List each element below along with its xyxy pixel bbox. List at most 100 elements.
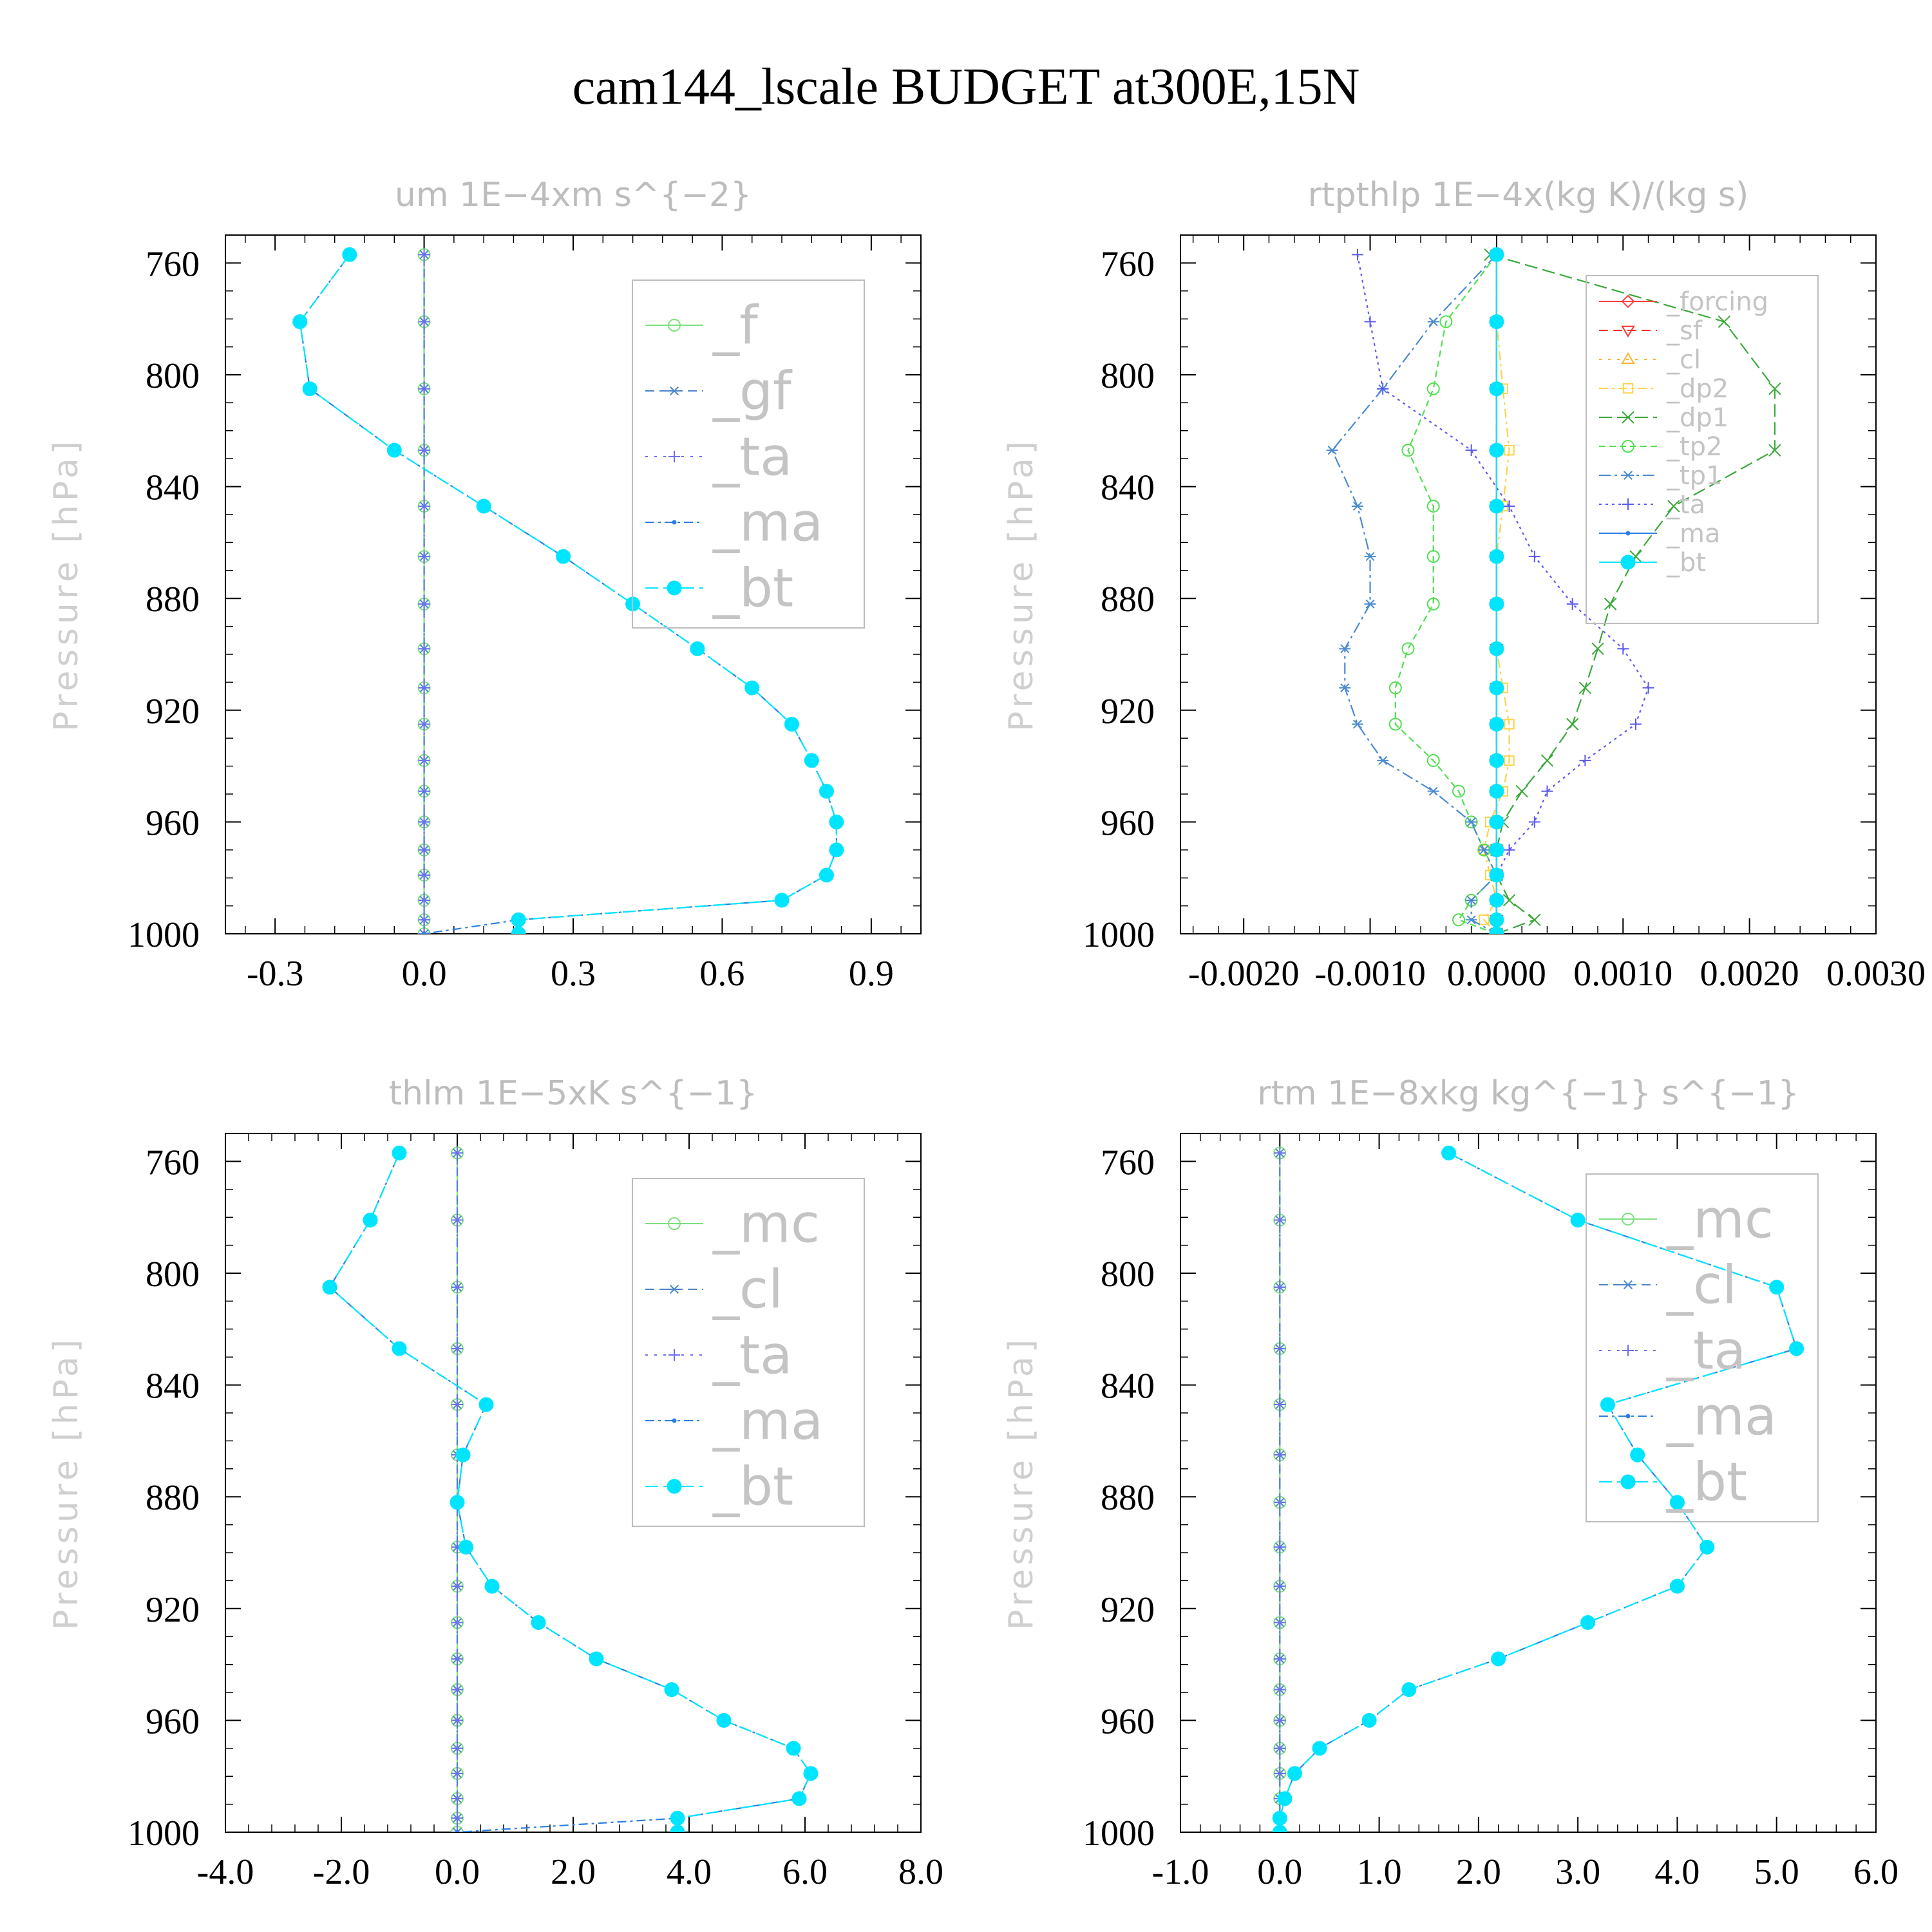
data-point <box>392 1341 407 1356</box>
y-tick-label: 920 <box>1101 692 1155 732</box>
data-point <box>1769 1280 1785 1295</box>
data-point <box>511 926 526 934</box>
series-line <box>299 254 837 934</box>
data-point <box>451 1616 463 1629</box>
chart-panel-4: rtm 1E−8xkg kg^{−1} s^{−1} Pressure [hPa]… <box>1002 1074 1899 1892</box>
legend-label: _gf <box>712 361 793 422</box>
data-point <box>1489 247 1504 262</box>
legend-item: _ma <box>645 493 823 554</box>
legend-item: _mc <box>1599 1189 1774 1251</box>
legend-item: _cl <box>1599 345 1701 375</box>
panel-title: rtm 1E−8xkg kg^{−1} s^{−1} <box>1257 1074 1799 1113</box>
y-tick-label: 800 <box>146 1255 200 1294</box>
data-point <box>292 314 308 330</box>
data-point <box>1427 317 1439 327</box>
data-point <box>342 247 357 262</box>
data-point <box>451 1683 463 1696</box>
data-point <box>784 717 799 732</box>
legend-item: _ta <box>645 1325 792 1387</box>
legend-item: _bt <box>1599 548 1706 578</box>
y-tick-label: 960 <box>1101 803 1155 843</box>
legend-label: _cl <box>1666 1255 1737 1316</box>
data-point <box>829 814 844 829</box>
legend-item: _forcing <box>1599 287 1768 317</box>
legend-label: _dp1 <box>1666 403 1728 433</box>
data-point <box>418 844 430 856</box>
legend-label: _tp2 <box>1666 432 1723 462</box>
data-point <box>418 643 430 655</box>
minor-ticks <box>225 234 921 934</box>
data-point <box>1604 598 1617 611</box>
legend-item: _mc <box>645 1194 820 1255</box>
legend-label: _bt <box>712 558 793 620</box>
data-point <box>1274 1714 1286 1727</box>
x-tick-label: 0.0000 <box>1447 954 1546 994</box>
data-point <box>786 1741 801 1756</box>
legend-marker <box>1622 1280 1634 1290</box>
data-point <box>589 1651 604 1667</box>
plot-frame <box>1180 234 1877 934</box>
legend-marker <box>672 520 677 525</box>
data-point <box>1277 1791 1293 1806</box>
legend-box <box>1586 1173 1819 1522</box>
x-tick-label: -0.0020 <box>1188 954 1300 994</box>
data-point <box>1540 754 1554 767</box>
legend-label: _ta <box>1666 490 1705 520</box>
legend-label: _mc <box>712 1194 820 1255</box>
data-point <box>1452 913 1465 927</box>
data-point <box>1351 249 1363 261</box>
data-point <box>451 1281 463 1293</box>
legend-item: _bt <box>645 558 793 620</box>
data-point <box>418 754 430 766</box>
legend-label: _ma <box>712 493 823 554</box>
data-point <box>451 1812 463 1824</box>
y-tick-label: 840 <box>146 1367 200 1406</box>
y-axis-label: Pressure [hPa] <box>1002 437 1041 732</box>
legend-marker <box>1625 531 1631 536</box>
legend-label: _ta <box>1666 1321 1746 1382</box>
legend-item: _gf <box>645 361 793 422</box>
y-tick-label: 920 <box>146 692 200 732</box>
data-point <box>1465 817 1477 827</box>
x-tick-label: 6.0 <box>782 1852 828 1892</box>
data-point <box>418 929 430 934</box>
data-point <box>1439 315 1453 328</box>
data-point <box>451 1826 463 1832</box>
legend-marker <box>668 1217 681 1230</box>
data-point <box>1274 1580 1286 1593</box>
x-tick-label: 4.0 <box>1654 1852 1700 1892</box>
legend-marker <box>667 580 682 596</box>
x-tick-label: 0.0 <box>1257 1852 1302 1892</box>
data-point <box>1502 894 1516 907</box>
y-axis-label: Pressure [hPa] <box>47 437 86 732</box>
y-tick-label: 960 <box>1101 1701 1155 1741</box>
data-point <box>1287 1766 1302 1781</box>
data-point <box>1361 1712 1377 1728</box>
data-point <box>451 1653 463 1665</box>
data-point <box>1489 814 1504 829</box>
data-point <box>1351 501 1363 511</box>
series-tp1 <box>1326 250 1502 934</box>
data-point <box>1489 784 1504 799</box>
legend-label: _sf <box>1666 316 1703 346</box>
data-point <box>418 928 430 934</box>
y-tick-label: 880 <box>146 580 200 620</box>
series-bt <box>292 247 844 934</box>
legend-label: _bt <box>712 1457 793 1518</box>
data-point <box>803 1766 819 1781</box>
data-point <box>1768 444 1781 457</box>
figure-title: cam144_lscale BUDGET at300E,15N <box>572 59 1360 115</box>
data-point <box>1274 1449 1286 1461</box>
legend-marker <box>668 451 680 462</box>
data-point <box>829 842 844 858</box>
data-point <box>1515 784 1528 798</box>
data-point <box>531 1615 546 1630</box>
data-point <box>451 1792 463 1804</box>
data-point <box>1503 500 1515 512</box>
x-tick-label: -0.3 <box>247 954 304 994</box>
data-point <box>1426 499 1440 513</box>
data-point <box>1489 641 1504 656</box>
data-point <box>1489 867 1504 883</box>
y-tick-label: 1000 <box>128 915 200 955</box>
y-tick-label: 960 <box>146 1701 200 1741</box>
